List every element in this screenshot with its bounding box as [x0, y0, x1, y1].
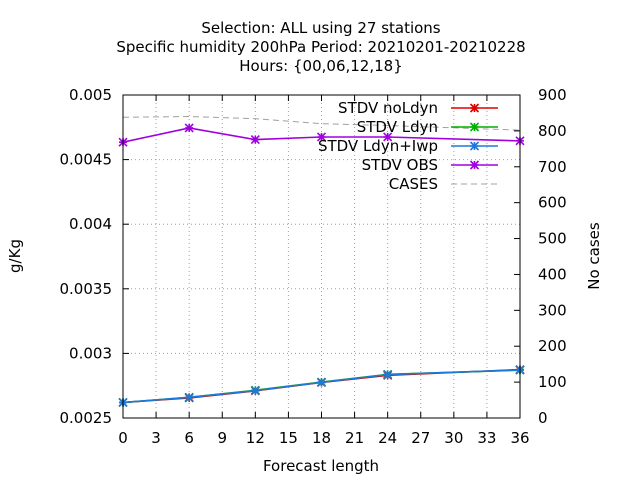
data-point — [316, 132, 327, 142]
legend-label: STDV Ldyn+Iwp — [318, 137, 438, 155]
y2-tick-label: 600 — [538, 194, 567, 212]
x-tick-label: 30 — [444, 429, 463, 447]
legend-label: STDV OBS — [362, 156, 438, 174]
y-tick-label: 0.005 — [69, 86, 112, 104]
x-tick-label: 15 — [279, 429, 298, 447]
data-point — [250, 386, 260, 396]
x-tick-label: 24 — [378, 429, 397, 447]
series-line — [122, 369, 521, 404]
chart-title-line-2: Specific humidity 200hPa Period: 2021020… — [116, 38, 525, 56]
y-tick-label: 0.004 — [69, 215, 112, 233]
plot-series — [118, 116, 525, 408]
y2-tick-label: 100 — [538, 373, 567, 391]
y2-tick-label: 800 — [538, 122, 567, 140]
y2-tick-label: 400 — [538, 265, 567, 283]
legend-label: STDV Ldyn — [357, 118, 438, 136]
y-tick-label: 0.003 — [69, 344, 112, 362]
axes: 0 3 6 9 12 15 18 21 24 27 30 33 360.00250.0030.00350… — [60, 86, 567, 447]
x-tick-label: 12 — [246, 429, 265, 447]
y-tick-label: 0.0035 — [60, 280, 113, 298]
data-point — [383, 132, 393, 142]
legend-label: CASES — [389, 175, 438, 193]
y2-tick-label: 700 — [538, 158, 567, 176]
x-tick-label: 36 — [510, 429, 529, 447]
y2-tick-label: 900 — [538, 86, 567, 104]
y2-tick-label: 300 — [538, 301, 567, 319]
x-tick-label: 3 — [151, 429, 161, 447]
y2-axis-label: No cases — [585, 222, 603, 290]
chart-title: Selection: ALL using 27 stations Specifi… — [116, 19, 525, 75]
series-cases — [122, 116, 521, 131]
y-tick-label: 0.0025 — [60, 409, 113, 427]
legend-marker — [469, 160, 480, 170]
x-tick-label: 18 — [312, 429, 331, 447]
data-point — [184, 123, 194, 133]
series-stdv-ldyn-iwp — [118, 365, 525, 408]
legend-marker — [469, 103, 480, 113]
legend-marker — [469, 141, 480, 151]
chart-title-line-1: Selection: ALL using 27 stations — [201, 19, 440, 37]
y2-tick-label: 200 — [538, 337, 567, 355]
y2-tick-label: 0 — [538, 409, 548, 427]
series-line — [122, 127, 521, 143]
y-axis-label: g/Kg — [6, 239, 24, 273]
x-tick-label: 6 — [184, 429, 194, 447]
y-tick-label: 0.0045 — [60, 151, 113, 169]
x-axis-label: Forecast length — [263, 457, 379, 475]
legend-label: STDV noLdyn — [338, 99, 438, 117]
data-point — [383, 370, 393, 380]
series-line — [122, 116, 521, 131]
data-point — [250, 135, 260, 145]
x-tick-label: 9 — [217, 429, 227, 447]
chart-title-line-3: Hours: {00,06,12,18} — [239, 57, 403, 75]
y2-tick-label: 500 — [538, 230, 567, 248]
x-tick-label: 21 — [345, 429, 364, 447]
x-tick-label: 0 — [118, 429, 128, 447]
x-tick-label: 27 — [411, 429, 430, 447]
data-point — [184, 392, 194, 402]
legend-marker — [469, 122, 480, 132]
x-tick-label: 33 — [477, 429, 496, 447]
data-point — [316, 377, 327, 387]
